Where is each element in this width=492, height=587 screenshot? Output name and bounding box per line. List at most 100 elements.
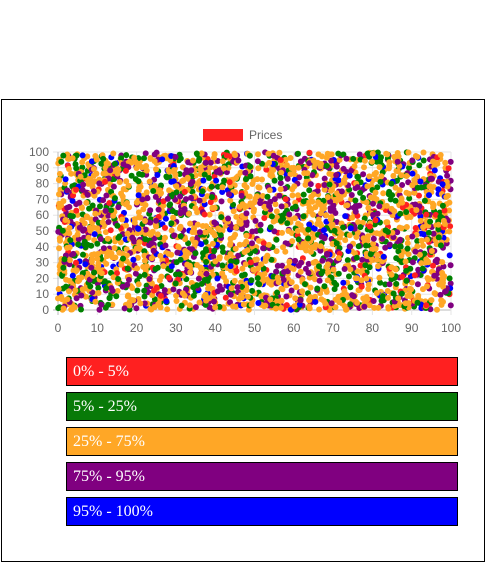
scatter-point	[391, 303, 398, 309]
y-tick-label: 70	[36, 192, 50, 206]
scatter-point	[385, 294, 391, 301]
scatter-point	[141, 257, 148, 264]
scatter-point	[392, 197, 399, 204]
scatter-point	[104, 235, 111, 242]
scatter-point	[270, 167, 277, 174]
scatter-point	[141, 252, 148, 259]
scatter-point	[181, 188, 188, 195]
scatter-point	[446, 252, 453, 259]
scatter-point	[335, 177, 342, 184]
scatter-point	[405, 251, 412, 258]
scatter-point	[166, 187, 173, 194]
scatter-point	[163, 298, 170, 305]
scatter-point	[168, 227, 175, 234]
scatter-point	[55, 295, 61, 302]
scatter-point	[315, 199, 321, 206]
scatter-point	[363, 242, 369, 249]
scatter-point	[133, 245, 140, 252]
chart-legend[interactable]: Prices	[203, 128, 282, 142]
scatter-point	[177, 233, 184, 240]
scatter-point	[358, 283, 365, 290]
scatter-point	[90, 166, 97, 172]
scatter-point	[399, 273, 406, 280]
scatter-point	[424, 236, 430, 243]
scatter-point	[405, 149, 412, 156]
scatter-point	[195, 275, 202, 282]
scatter-point	[261, 303, 268, 310]
scatter-point	[100, 155, 107, 162]
scatter-point	[325, 268, 332, 275]
scatter-point	[340, 165, 347, 172]
scatter-point	[143, 282, 150, 289]
scatter-point	[198, 280, 205, 287]
scatter-point	[369, 158, 375, 165]
scatter-point	[414, 238, 421, 244]
scatter-point	[421, 250, 428, 257]
scatter-point	[67, 237, 74, 244]
scatter-point	[120, 186, 127, 192]
scatter-point	[96, 180, 103, 187]
scatter-point	[398, 225, 405, 232]
scatter-point	[125, 182, 132, 189]
scatter-point	[317, 220, 324, 227]
scatter-point	[349, 292, 355, 299]
range-legend-25-75: 25% - 75%	[66, 427, 458, 456]
scatter-point	[110, 212, 117, 219]
scatter-point	[305, 226, 312, 233]
scatter-point	[288, 165, 295, 171]
x-tick-label: 20	[130, 321, 144, 335]
scatter-point	[258, 261, 265, 268]
scatter-point	[149, 292, 156, 299]
scatter-point	[150, 247, 157, 254]
scatter-point	[301, 170, 308, 177]
scatter-point	[441, 207, 448, 214]
scatter-point	[376, 274, 383, 281]
scatter-point	[193, 150, 200, 157]
scatter-point	[441, 221, 448, 227]
scatter-point	[273, 208, 280, 215]
scatter-point	[411, 177, 418, 183]
scatter-point	[248, 301, 255, 308]
scatter-point	[335, 255, 342, 262]
scatter-point	[321, 227, 327, 234]
scatter-point	[255, 165, 262, 172]
scatter-point	[133, 165, 140, 172]
scatter-point	[141, 248, 148, 255]
scatter-point	[72, 161, 79, 168]
scatter-point	[317, 247, 324, 254]
scatter-point	[266, 279, 272, 286]
scatter-point	[419, 265, 426, 272]
scatter-point	[278, 285, 285, 292]
scatter-point	[213, 177, 220, 184]
scatter-point	[325, 261, 331, 268]
scatter-point	[89, 179, 96, 186]
scatter-point	[283, 293, 290, 300]
scatter-point	[225, 215, 232, 222]
scatter-point	[436, 281, 443, 288]
scatter-point	[318, 296, 325, 303]
scatter-point	[432, 211, 439, 218]
scatter-point	[447, 280, 454, 287]
scatter-point	[376, 164, 383, 171]
scatter-point	[60, 305, 67, 312]
scatter-point	[235, 252, 242, 259]
scatter-point	[169, 208, 176, 215]
scatter-point	[56, 245, 63, 252]
scatter-point	[327, 207, 334, 214]
scatter-point	[151, 158, 158, 165]
scatter-point	[141, 155, 147, 162]
scatter-point	[141, 287, 148, 294]
scatter-point	[122, 167, 129, 174]
scatter-point	[340, 177, 347, 184]
scatter-point	[177, 256, 184, 263]
scatter-point	[195, 181, 201, 187]
scatter-point	[135, 281, 142, 288]
scatter-point	[299, 288, 306, 295]
scatter-point	[109, 301, 116, 308]
scatter-point	[74, 231, 81, 238]
scatter-point	[125, 292, 132, 299]
scatter-point	[378, 154, 384, 161]
scatter-point	[321, 175, 328, 182]
scatter-point	[237, 169, 244, 176]
scatter-point	[386, 159, 393, 166]
